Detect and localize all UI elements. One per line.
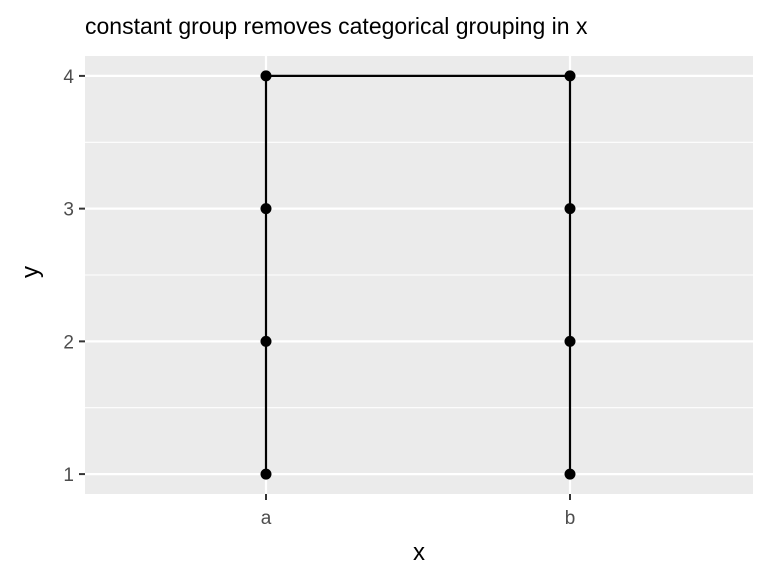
x-tick-label: b bbox=[565, 508, 576, 529]
y-tick-label: 4 bbox=[63, 67, 74, 88]
data-points bbox=[260, 70, 576, 480]
data-point bbox=[564, 70, 576, 82]
y-axis-title: y bbox=[17, 266, 44, 278]
data-point bbox=[564, 335, 576, 347]
grid-minor bbox=[85, 141, 753, 409]
data-point bbox=[564, 468, 576, 480]
x-tick-label: a bbox=[261, 508, 272, 529]
y-tick-label: 2 bbox=[63, 332, 74, 353]
data-point bbox=[260, 203, 272, 215]
data-point bbox=[260, 70, 272, 82]
series-line bbox=[264, 74, 572, 475]
y-axis: 1 2 3 4 bbox=[63, 67, 85, 486]
data-point bbox=[260, 335, 272, 347]
data-point bbox=[260, 468, 272, 480]
chart-title: constant group removes categorical group… bbox=[85, 13, 588, 39]
data-point bbox=[564, 203, 576, 215]
y-tick-label: 1 bbox=[63, 465, 74, 486]
data-line bbox=[264, 74, 572, 475]
x-axis-title: x bbox=[413, 539, 425, 566]
y-tick-label: 3 bbox=[63, 200, 74, 221]
